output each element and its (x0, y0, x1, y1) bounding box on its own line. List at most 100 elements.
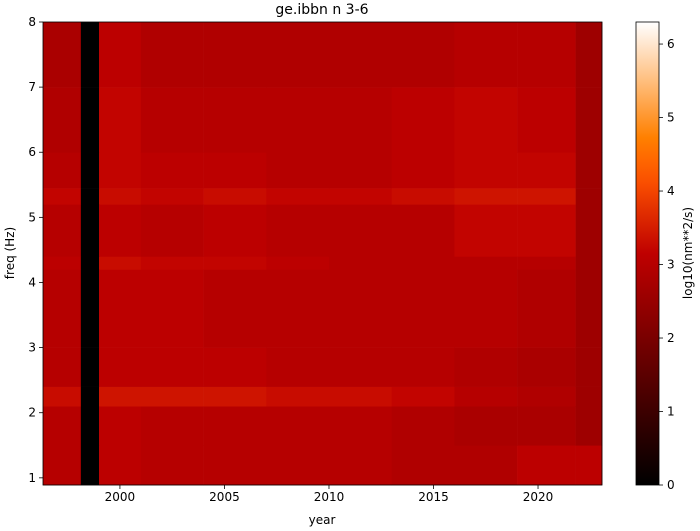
heat-cell (454, 386, 518, 407)
heat-cell (140, 204, 204, 257)
heat-cell (517, 22, 576, 88)
y-tick-label: 8 (28, 15, 36, 29)
heat-cell (575, 152, 603, 189)
colorbar-tick-label: 3 (667, 258, 675, 272)
heat-cell (43, 152, 82, 189)
heat-cell (203, 386, 267, 407)
heat-cell (391, 87, 455, 153)
heat-cell (575, 188, 603, 205)
colorbar-tick-label: 0 (667, 478, 675, 492)
colorbar-tick-label: 2 (667, 331, 675, 345)
heat-cell (517, 406, 576, 446)
x-tick-label: 2015 (418, 490, 449, 504)
heat-cell (140, 386, 204, 407)
heat-cell (391, 204, 455, 257)
x-tick-label: 2005 (209, 490, 240, 504)
heat-cell (266, 188, 330, 205)
heat-cell (43, 87, 82, 153)
heat-cell (203, 256, 267, 270)
y-tick-label: 5 (28, 210, 36, 224)
y-tick-label: 3 (28, 341, 36, 355)
colorbar-tick-label: 5 (667, 111, 675, 125)
heat-cell (43, 204, 82, 257)
heat-cell (391, 152, 455, 189)
heat-cell (99, 406, 142, 446)
heat-cell (99, 204, 142, 257)
heat-cell (99, 445, 142, 486)
heat-cell (140, 445, 204, 486)
heat-cell (575, 22, 603, 88)
heat-cell (203, 406, 267, 446)
heat-cell (328, 22, 392, 88)
x-axis-label: year (309, 513, 336, 527)
heat-cell (454, 347, 518, 387)
heat-cell (140, 22, 204, 88)
heat-cell (517, 386, 576, 407)
heat-cell (391, 22, 455, 88)
heat-cell (80, 152, 100, 189)
heat-cell (203, 152, 267, 189)
heat-cell (328, 204, 392, 257)
heat-cell (140, 256, 204, 270)
heat-cell (266, 22, 330, 88)
heat-cell (43, 269, 82, 348)
heat-cell (203, 22, 267, 88)
heat-cell (391, 406, 455, 446)
heat-cell (80, 386, 100, 407)
heat-cell (391, 188, 455, 205)
heat-cell (80, 347, 100, 387)
chart-title: ge.ibbn n 3-6 (275, 2, 368, 18)
heat-cell (454, 188, 518, 205)
heat-cell (391, 256, 455, 270)
heat-cell (266, 406, 330, 446)
colorbar (635, 21, 660, 486)
heat-cell (99, 22, 142, 88)
heat-cell (575, 406, 603, 446)
colorbar-tick-label: 4 (667, 184, 675, 198)
heat-cell (328, 256, 392, 270)
heat-cell (266, 347, 330, 387)
y-tick-label: 4 (28, 275, 36, 289)
heat-cell (203, 204, 267, 257)
heat-cell (80, 22, 100, 88)
heat-cell (328, 87, 392, 153)
heat-cell (266, 269, 330, 348)
heat-cell (575, 204, 603, 257)
colorbar-label: log10(nm**2/s) (681, 207, 695, 299)
heat-cell (328, 188, 392, 205)
heat-cell (454, 445, 518, 486)
heat-cell (80, 406, 100, 446)
heat-cell (80, 87, 100, 153)
heat-cell (203, 269, 267, 348)
heat-cell (454, 22, 518, 88)
heat-cell (99, 347, 142, 387)
heat-cell (575, 269, 603, 348)
heat-cell (43, 406, 82, 446)
heat-cell (575, 256, 603, 270)
heat-cell (99, 87, 142, 153)
heat-cell (99, 256, 142, 270)
heat-cell (517, 269, 576, 348)
heat-cell (140, 269, 204, 348)
heat-cell (454, 152, 518, 189)
y-tick-label: 7 (28, 80, 36, 94)
heat-cell (80, 188, 100, 205)
y-axis-label: freq (Hz) (3, 227, 17, 279)
heat-cell (391, 347, 455, 387)
heat-cell (328, 347, 392, 387)
heat-cell (391, 445, 455, 486)
heat-cell (575, 386, 603, 407)
heat-cell (575, 87, 603, 153)
heat-cell (43, 256, 82, 270)
heat-cell (99, 269, 142, 348)
heat-cell (43, 386, 82, 407)
colorbar-tick-label: 6 (667, 37, 675, 51)
heat-cell (43, 347, 82, 387)
heat-cell (391, 269, 455, 348)
heat-cell (575, 445, 603, 486)
heat-cell (203, 445, 267, 486)
heat-cell (99, 152, 142, 189)
heat-cell (140, 347, 204, 387)
heat-cell (266, 256, 330, 270)
